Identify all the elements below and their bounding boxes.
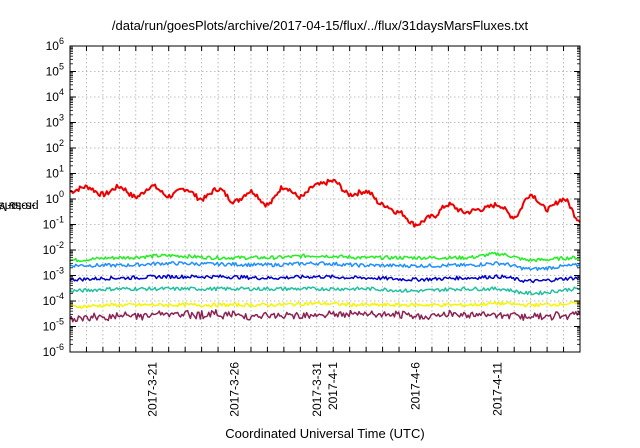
y-tick-label: 106 xyxy=(46,36,64,53)
y-tick-label: 104 xyxy=(46,87,64,104)
x-tick-label: 2017-3-26 xyxy=(228,362,242,417)
y-tick-label: 10-4 xyxy=(43,291,64,308)
series-line-4 xyxy=(69,286,581,296)
y-tick-label: 10-6 xyxy=(43,342,64,359)
x-tick-labels: 2017-3-21 2017-3-26 2017-3-31 2017-4-1 2017-… xyxy=(145,362,504,417)
series-group xyxy=(69,178,581,323)
y-tick-label: 102 xyxy=(46,138,64,155)
x-tick-label: 2017-3-21 xyxy=(145,362,159,417)
chart-title: /data/run/goesPlots/archive/2017-04-15/f… xyxy=(111,18,529,33)
x-tick-label: 2017-4-1 xyxy=(326,362,340,410)
y-tick-label: 10-3 xyxy=(43,266,64,283)
x-tick-label: 2017-3-31 xyxy=(310,362,324,417)
series-line-3 xyxy=(69,274,581,284)
y-tick-label: 103 xyxy=(46,113,64,130)
series-line-2 xyxy=(69,260,581,272)
series-line-0 xyxy=(69,178,581,228)
series-line-1 xyxy=(69,251,581,263)
x-tick-label: 2017-4-11 xyxy=(491,362,505,416)
y-tick-label: 10-5 xyxy=(43,317,64,334)
y-tick-labels: 10-6 10-5 10-4 10-3 10-2 10-1 100 101 102 103 104 1… xyxy=(43,36,64,359)
y-tick-label: 100 xyxy=(46,189,64,206)
series-line-5 xyxy=(69,301,581,309)
y-axis-label-suffix: -s-sr-MeV xyxy=(0,199,36,214)
y-tick-label: 101 xyxy=(46,164,64,181)
tick-marks xyxy=(70,45,580,353)
grid-lines xyxy=(70,46,580,352)
y-tick-label: 10-2 xyxy=(43,240,64,257)
series-line-6 xyxy=(69,309,581,323)
y-tick-label: 105 xyxy=(46,62,64,79)
x-tick-label: 2017-4-6 xyxy=(408,362,422,410)
y-tick-label: 10-1 xyxy=(43,215,64,232)
x-axis-label: Coordinated Universal Time (UTC) xyxy=(225,426,425,441)
